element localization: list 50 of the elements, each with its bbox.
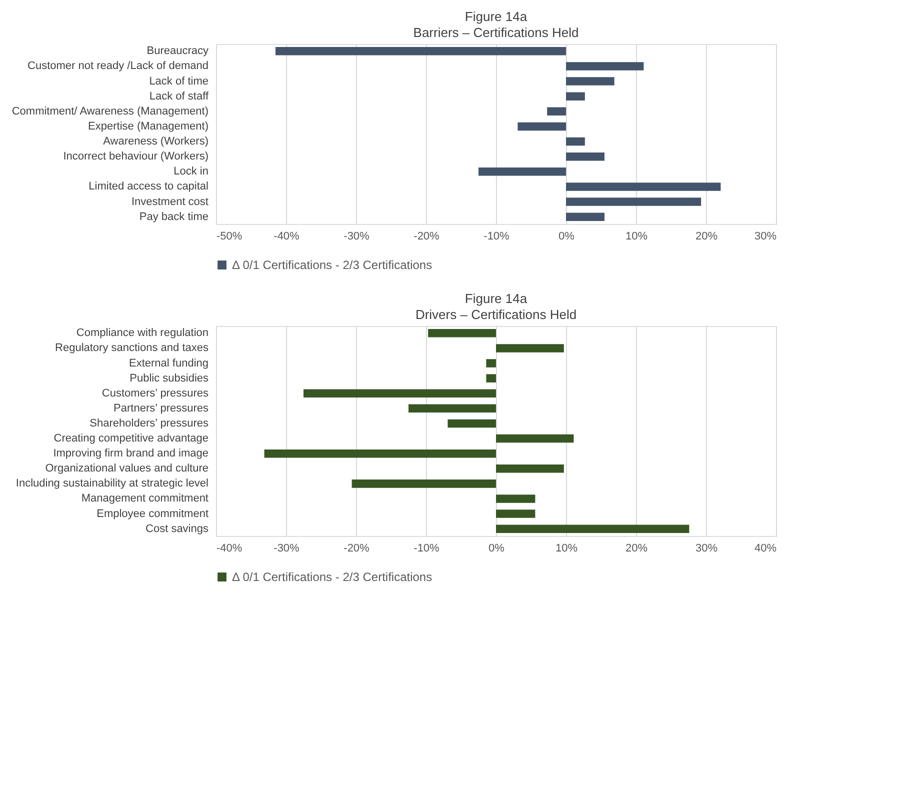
x-tick-label: 0% [558, 230, 575, 242]
x-tick-label: -30% [274, 542, 300, 554]
y-tick-label: Management commitment [81, 492, 208, 505]
y-tick-label: Compliance with regulation [76, 327, 208, 340]
y-tick-label: Organizational values and culture [45, 462, 208, 475]
y-tick-label: External funding [129, 357, 208, 370]
y-tick-label: Customer not ready /Lack of demand [28, 60, 208, 72]
x-tick-label: -50% [216, 230, 242, 242]
y-tick-label: Awareness (Workers) [103, 136, 208, 148]
y-tick-label: Customers’ pressures [102, 387, 209, 400]
y-tick-label: Cost savings [146, 522, 209, 535]
y-tick-label: Expertise (Management) [88, 120, 208, 132]
x-tick-label: -10% [484, 230, 510, 242]
x-tick-label: 10% [555, 542, 578, 554]
y-tick-label: Employee commitment [96, 508, 208, 520]
y-tick-label: Limited access to capital [88, 180, 208, 193]
x-tick-label: 30% [695, 542, 718, 554]
x-tick-label: -30% [344, 230, 370, 242]
x-tick-label: 20% [695, 230, 718, 242]
y-tick-label: Creating competitive advantage [54, 432, 208, 445]
y-tick-label: Shareholders’ pressures [90, 417, 209, 430]
legend-label: Δ 0/1 Certifications - 2/3 Certifications [232, 570, 432, 584]
x-tick-label: -20% [414, 230, 440, 242]
chart-title: Figure 14a [464, 291, 528, 306]
chart-subtitle: Barriers – Certifications Held [413, 25, 579, 40]
legend-label: Δ 0/1 Certifications - 2/3 Certifications [232, 258, 432, 272]
y-tick-label: Commitment/ Awareness (Management) [12, 105, 208, 118]
y-tick-label: Public subsidies [130, 372, 209, 384]
x-tick-label: 10% [625, 230, 648, 242]
y-tick-label: Lock in [174, 166, 208, 178]
x-tick-label: -10% [414, 542, 440, 554]
x-tick-label: -20% [344, 542, 370, 554]
x-tick-label: 30% [754, 230, 777, 242]
y-tick-label: Bureaucracy [146, 45, 209, 58]
x-tick-label: 20% [625, 542, 648, 554]
x-tick-label: 40% [754, 542, 777, 554]
y-tick-label: Partners’ pressures [114, 402, 209, 414]
x-tick-label: 0% [488, 542, 505, 554]
y-tick-label: Investment cost [131, 196, 208, 208]
chart-title: Figure 14a [464, 9, 528, 24]
x-tick-label: -40% [216, 542, 242, 554]
y-tick-label: Pay back time [139, 210, 208, 223]
y-tick-label: Lack of time [149, 75, 208, 88]
chart-subtitle: Drivers – Certifications Held [415, 307, 577, 322]
y-tick-label: Regulatory sanctions and taxes [55, 342, 209, 354]
y-tick-label: Incorrect behaviour (Workers) [63, 150, 208, 163]
y-tick-label: Improving firm brand and image [53, 448, 208, 460]
y-tick-label: Including sustainability at strategic level [16, 478, 208, 490]
y-tick-label: Lack of staff [149, 90, 210, 102]
x-tick-label: -40% [274, 230, 300, 242]
